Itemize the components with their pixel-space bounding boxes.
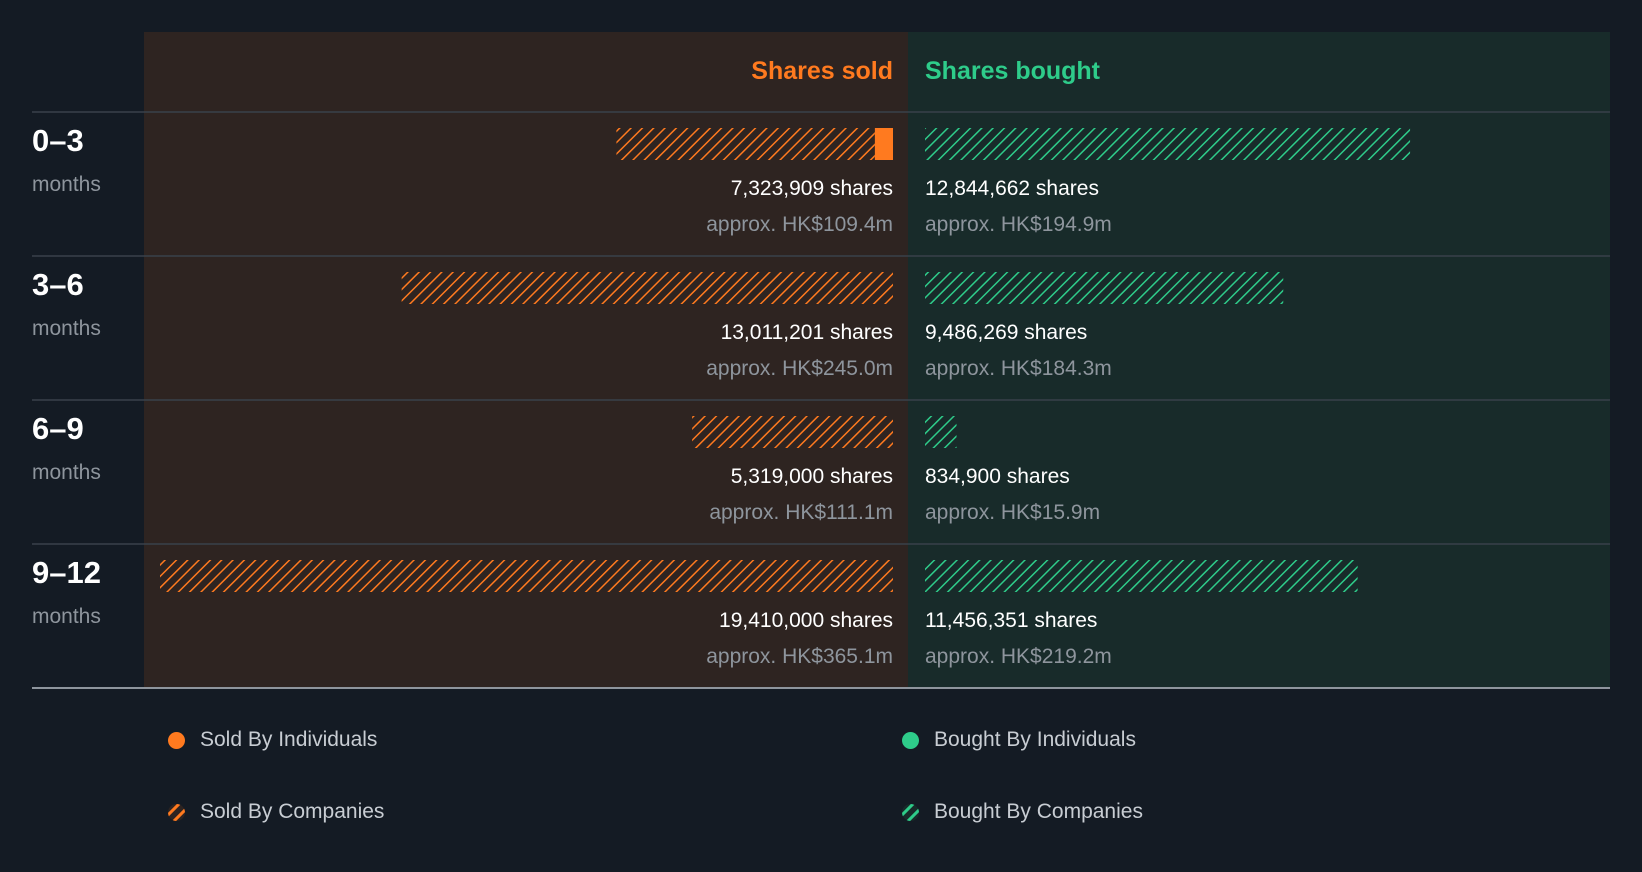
bought-value-label: approx. HK$15.9m [925,501,1100,524]
bought-bar-companies [925,416,957,448]
sold-bar-companies [616,128,875,160]
hatched-circle-icon [168,803,185,821]
period-unit-label: months [32,605,101,628]
hatched-circle-icon [902,803,919,821]
period-row-3: 9–12 months 19,410,000 shares approx. HK$36… [32,555,1610,689]
legend-item-sold-by-individuals: Sold By Individuals [168,725,377,755]
period-unit-label: months [32,317,101,340]
legend-item-bought-by-individuals: Bought By Individuals [902,725,1136,755]
period-label: 6–9 [32,411,84,446]
period-label: 0–3 [32,123,84,158]
period-unit-label: months [32,173,101,196]
bought-bar-companies [925,560,1358,592]
sold-shares-label: 13,011,201 shares [721,321,893,344]
period-row-1: 3–6 months 13,011,201 shares approx. HK$245… [32,267,1610,401]
period-label: 3–6 [32,267,84,302]
period-row-0: 0–3 months 7,323,909 shares approx. HK$109.… [32,123,1610,257]
legend-label: Sold By Companies [200,800,385,823]
bought-header: Shares bought [925,57,1101,85]
sold-shares-label: 19,410,000 shares [719,609,893,632]
legend-label: Bought By Individuals [934,728,1136,751]
sold-bar-companies [692,416,893,448]
bought-shares-label: 834,900 shares [925,465,1070,488]
sold-value-label: approx. HK$245.0m [706,357,893,380]
sold-value-label: approx. HK$365.1m [706,645,893,668]
bought-shares-label: 12,844,662 shares [925,177,1099,200]
sold-header: Shares sold [751,57,893,85]
insider-trading-chart: Shares sold Shares bought 0–3 months 7,323,9… [32,32,1610,689]
bought-value-label: approx. HK$184.3m [925,357,1112,380]
sold-bar-companies [401,272,893,304]
period-unit-label: months [32,461,101,484]
sold-shares-label: 5,319,000 shares [731,465,893,488]
legend-item-sold-by-companies: Sold By Companies [168,797,384,827]
bought-bar-companies [925,272,1284,304]
bought-shares-label: 11,456,351 shares [925,609,1097,632]
bought-shares-label: 9,486,269 shares [925,321,1087,344]
bought-bar-companies [925,128,1411,160]
sold-shares-label: 7,323,909 shares [731,177,893,200]
legend-item-bought-by-companies: Bought By Companies [902,797,1143,827]
sold-bar-companies [160,560,893,592]
sold-bar-individuals [874,128,893,160]
bought-value-label: approx. HK$219.2m [925,645,1112,668]
period-row-2: 6–9 months 5,319,000 shares approx. HK$111.… [32,411,1610,545]
legend-label: Sold By Individuals [200,728,378,751]
solid-circle-icon [168,731,185,749]
legend-label: Bought By Companies [934,800,1143,823]
bought-value-label: approx. HK$194.9m [925,213,1112,236]
sold-value-label: approx. HK$109.4m [706,213,893,236]
sold-value-label: approx. HK$111.1m [709,501,893,524]
solid-circle-icon [902,731,919,749]
period-label: 9–12 [32,555,101,590]
